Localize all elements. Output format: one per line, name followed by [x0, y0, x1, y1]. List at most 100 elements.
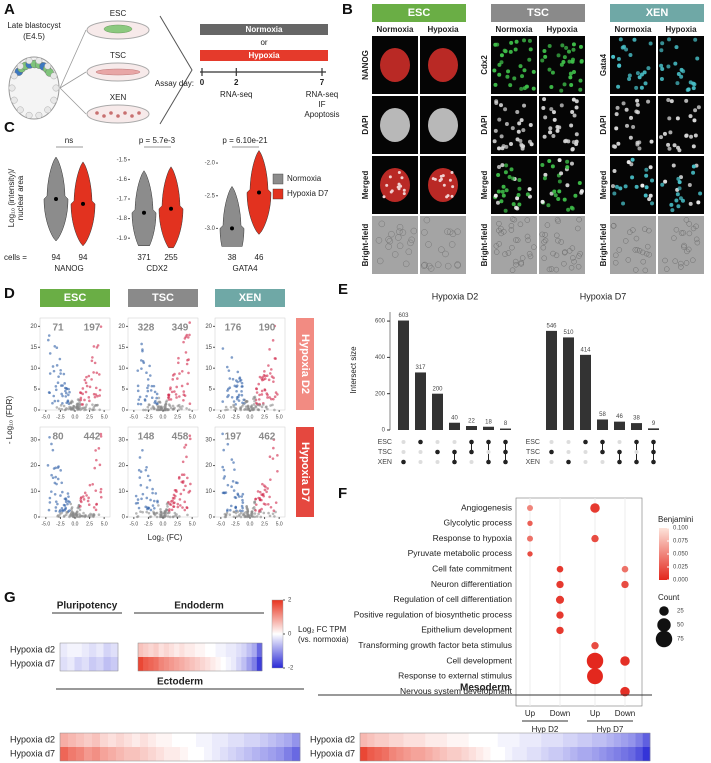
nucleus — [509, 40, 514, 45]
volcano-point-decoration — [267, 364, 270, 367]
nucleus — [612, 169, 617, 174]
volcano-point-decoration — [239, 515, 243, 519]
nucleus — [674, 45, 679, 50]
bf-cell — [438, 246, 445, 253]
matrix-dot — [503, 459, 508, 465]
nucleus — [499, 60, 504, 65]
volcano-point-decoration — [175, 513, 178, 516]
volcano-point-decoration — [178, 475, 181, 479]
heatmap-cell — [381, 733, 390, 747]
volcano-point-decoration — [167, 500, 170, 504]
group-header — [491, 4, 585, 22]
bf-cell — [446, 228, 454, 236]
nucleus — [543, 54, 548, 59]
x-tick-label: 2.5 — [261, 414, 268, 420]
bf-cell — [576, 253, 582, 259]
heatmap-cell — [172, 733, 181, 747]
heatmap-cell — [194, 657, 201, 671]
volcano-point-decoration — [239, 511, 243, 515]
nucleus — [495, 200, 500, 205]
term-label: Pyruvate metabolic process — [408, 548, 512, 558]
heatmap-cell — [228, 733, 237, 747]
volcano-point-decoration — [169, 406, 173, 410]
nucleus — [570, 206, 575, 211]
heatmap-cell — [108, 733, 117, 747]
volcano-point-decoration — [167, 395, 171, 399]
value-label: 38 — [633, 416, 640, 422]
nucleus — [397, 182, 401, 186]
volcano-point-decoration — [144, 505, 148, 509]
bf-cell — [531, 244, 537, 250]
value-label: 317 — [415, 365, 426, 371]
volcano-point-decoration — [274, 501, 278, 504]
column-label: Up — [590, 709, 601, 718]
volcano-point-decoration — [223, 515, 227, 519]
volcano-point-decoration — [236, 510, 240, 513]
nucleus — [659, 63, 664, 68]
volcano-point-decoration — [54, 388, 58, 392]
nucleus — [499, 103, 504, 108]
nucleus — [438, 179, 442, 183]
nucleus — [520, 74, 525, 79]
nucleus — [616, 84, 621, 89]
row-label: Hypoxia d2 — [310, 734, 355, 744]
volcano-point-decoration — [88, 385, 92, 389]
colorbar — [271, 599, 284, 669]
column-title: XEN — [239, 292, 262, 304]
deg-count: 190 — [259, 323, 276, 334]
nucleus — [670, 208, 675, 213]
volcano-point-decoration — [61, 402, 64, 405]
volcano-point-decoration — [241, 492, 245, 496]
nucleus — [503, 49, 508, 54]
bf-cell — [630, 227, 636, 233]
volcano-point-decoration — [260, 389, 264, 393]
nucleus — [571, 42, 576, 47]
volcano-point-decoration — [98, 373, 101, 376]
volcano-point-decoration — [237, 399, 241, 402]
colony — [428, 108, 458, 142]
volcano-point-decoration — [94, 393, 98, 396]
heatmap-cell — [164, 733, 173, 747]
nucleus — [632, 37, 637, 42]
volcano-point-decoration — [273, 408, 276, 412]
volcano-point-decoration — [63, 382, 66, 385]
nucleus — [551, 134, 556, 139]
term-label: Glycolytic process — [444, 518, 513, 528]
cell-count: 371 — [137, 253, 151, 262]
cell-count: 94 — [79, 253, 88, 262]
volcano-point-decoration — [59, 404, 63, 407]
nucleus — [647, 197, 652, 202]
heatmap-cell — [389, 733, 397, 747]
nucleus — [542, 97, 547, 102]
nucleus — [568, 75, 573, 80]
bf-cell — [613, 252, 619, 259]
bf-cell — [509, 244, 515, 251]
y-tick-label: -3.0 — [205, 226, 216, 232]
volcano-point-decoration — [240, 495, 244, 498]
matrix-dot — [583, 439, 588, 445]
row-header — [296, 427, 314, 517]
panel-label: F — [338, 485, 347, 502]
heatmap-cell — [541, 747, 549, 761]
nucleus — [675, 192, 680, 197]
heatmap-cell — [60, 733, 69, 747]
nucleus — [668, 130, 673, 135]
heatmap-cell — [526, 733, 535, 747]
bf-cell — [569, 245, 576, 251]
colorbar-label: -2 — [288, 666, 294, 672]
dish — [86, 104, 150, 124]
value-label: 414 — [580, 347, 591, 353]
volcano-point-decoration — [83, 408, 86, 412]
value-label: 546 — [546, 323, 557, 329]
volcano-point-decoration — [148, 374, 152, 377]
matrix-empty — [549, 440, 554, 444]
x-tick-label: -5.0 — [130, 414, 139, 420]
nucleus — [659, 135, 664, 140]
heatmap-frame — [59, 642, 119, 672]
column-label: Hypoxia — [546, 25, 578, 34]
nucleus — [676, 176, 681, 181]
nucleus — [618, 186, 623, 191]
column-label: Normoxia — [377, 25, 414, 34]
nucleus — [549, 191, 554, 196]
heatmap-cell — [512, 747, 520, 761]
